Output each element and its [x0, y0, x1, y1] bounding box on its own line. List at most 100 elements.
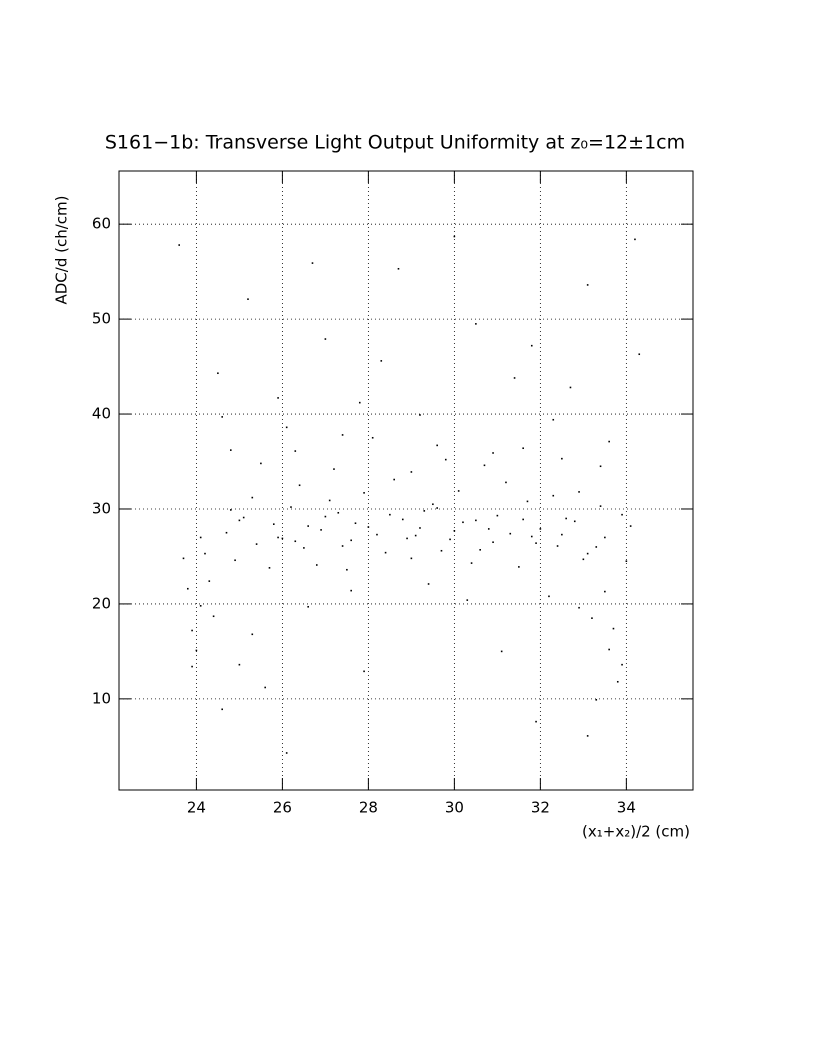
point [556, 545, 559, 547]
point [569, 386, 572, 389]
point [346, 568, 348, 571]
point [561, 533, 563, 536]
point [182, 557, 185, 560]
point [496, 514, 499, 517]
point [272, 523, 275, 525]
point [341, 545, 344, 547]
point [419, 527, 421, 529]
point [242, 516, 245, 519]
point [247, 298, 249, 300]
point [384, 551, 387, 554]
point [204, 552, 206, 555]
point [393, 478, 395, 481]
point [539, 528, 542, 530]
point [582, 558, 585, 561]
point [535, 720, 537, 723]
point [505, 481, 507, 484]
point [565, 517, 567, 520]
point [479, 549, 481, 551]
point [199, 605, 202, 607]
point [234, 559, 236, 562]
point [285, 426, 288, 429]
point [285, 752, 288, 754]
point [586, 552, 589, 555]
point [462, 521, 464, 524]
point [440, 549, 443, 552]
point [410, 557, 413, 560]
point [333, 468, 335, 470]
point [324, 338, 327, 340]
point [229, 509, 232, 511]
point [453, 530, 456, 532]
point [350, 539, 352, 542]
point [419, 414, 421, 416]
point [530, 344, 533, 347]
point [612, 627, 615, 630]
point [591, 617, 593, 619]
point [324, 515, 327, 518]
point [608, 648, 610, 651]
point [552, 418, 555, 421]
point [578, 606, 580, 609]
point [427, 583, 430, 585]
point [414, 534, 417, 537]
point [530, 535, 533, 538]
point [466, 599, 469, 601]
point [423, 510, 426, 512]
x-tick-label: 24 [187, 799, 206, 817]
point [526, 500, 529, 503]
point [573, 520, 576, 523]
point [277, 536, 279, 539]
point [444, 458, 447, 461]
point [483, 464, 486, 467]
point [406, 537, 408, 540]
point [264, 686, 266, 689]
y-tick-label: 60 [92, 215, 111, 233]
point [500, 650, 503, 653]
x-axis-label: (x₁+x₂)/2 (cm) [582, 823, 690, 841]
point [337, 511, 340, 514]
y-tick-label: 20 [92, 594, 111, 612]
point [492, 541, 494, 544]
point [307, 605, 309, 608]
point [629, 525, 632, 527]
point [470, 562, 473, 564]
point [354, 522, 357, 525]
point [186, 587, 189, 590]
point [320, 529, 322, 531]
point [294, 450, 297, 452]
point [363, 670, 365, 673]
point [251, 633, 254, 636]
point [281, 537, 284, 540]
y-tick-label: 30 [92, 499, 111, 517]
point [509, 532, 512, 535]
point [389, 513, 391, 516]
x-tick-label: 28 [359, 799, 378, 817]
point [307, 525, 309, 527]
point [621, 513, 623, 516]
point [221, 708, 223, 711]
point [238, 663, 241, 666]
point [397, 267, 400, 270]
y-tick-label: 50 [92, 310, 111, 328]
point [212, 615, 215, 618]
point [595, 546, 598, 548]
point [518, 566, 520, 568]
point [199, 536, 202, 539]
point [341, 434, 344, 436]
point [238, 519, 241, 522]
point [453, 235, 456, 238]
point [294, 540, 297, 543]
point [535, 542, 537, 544]
point [457, 490, 460, 492]
point [277, 397, 279, 399]
point [522, 447, 524, 450]
y-axis-label: ADC/d (ch/cm) [53, 196, 71, 305]
point [586, 735, 589, 737]
y-tick-label: 10 [92, 689, 111, 707]
point [358, 401, 361, 404]
point [401, 518, 404, 521]
point [599, 505, 602, 507]
point [350, 589, 352, 592]
point [634, 238, 636, 241]
